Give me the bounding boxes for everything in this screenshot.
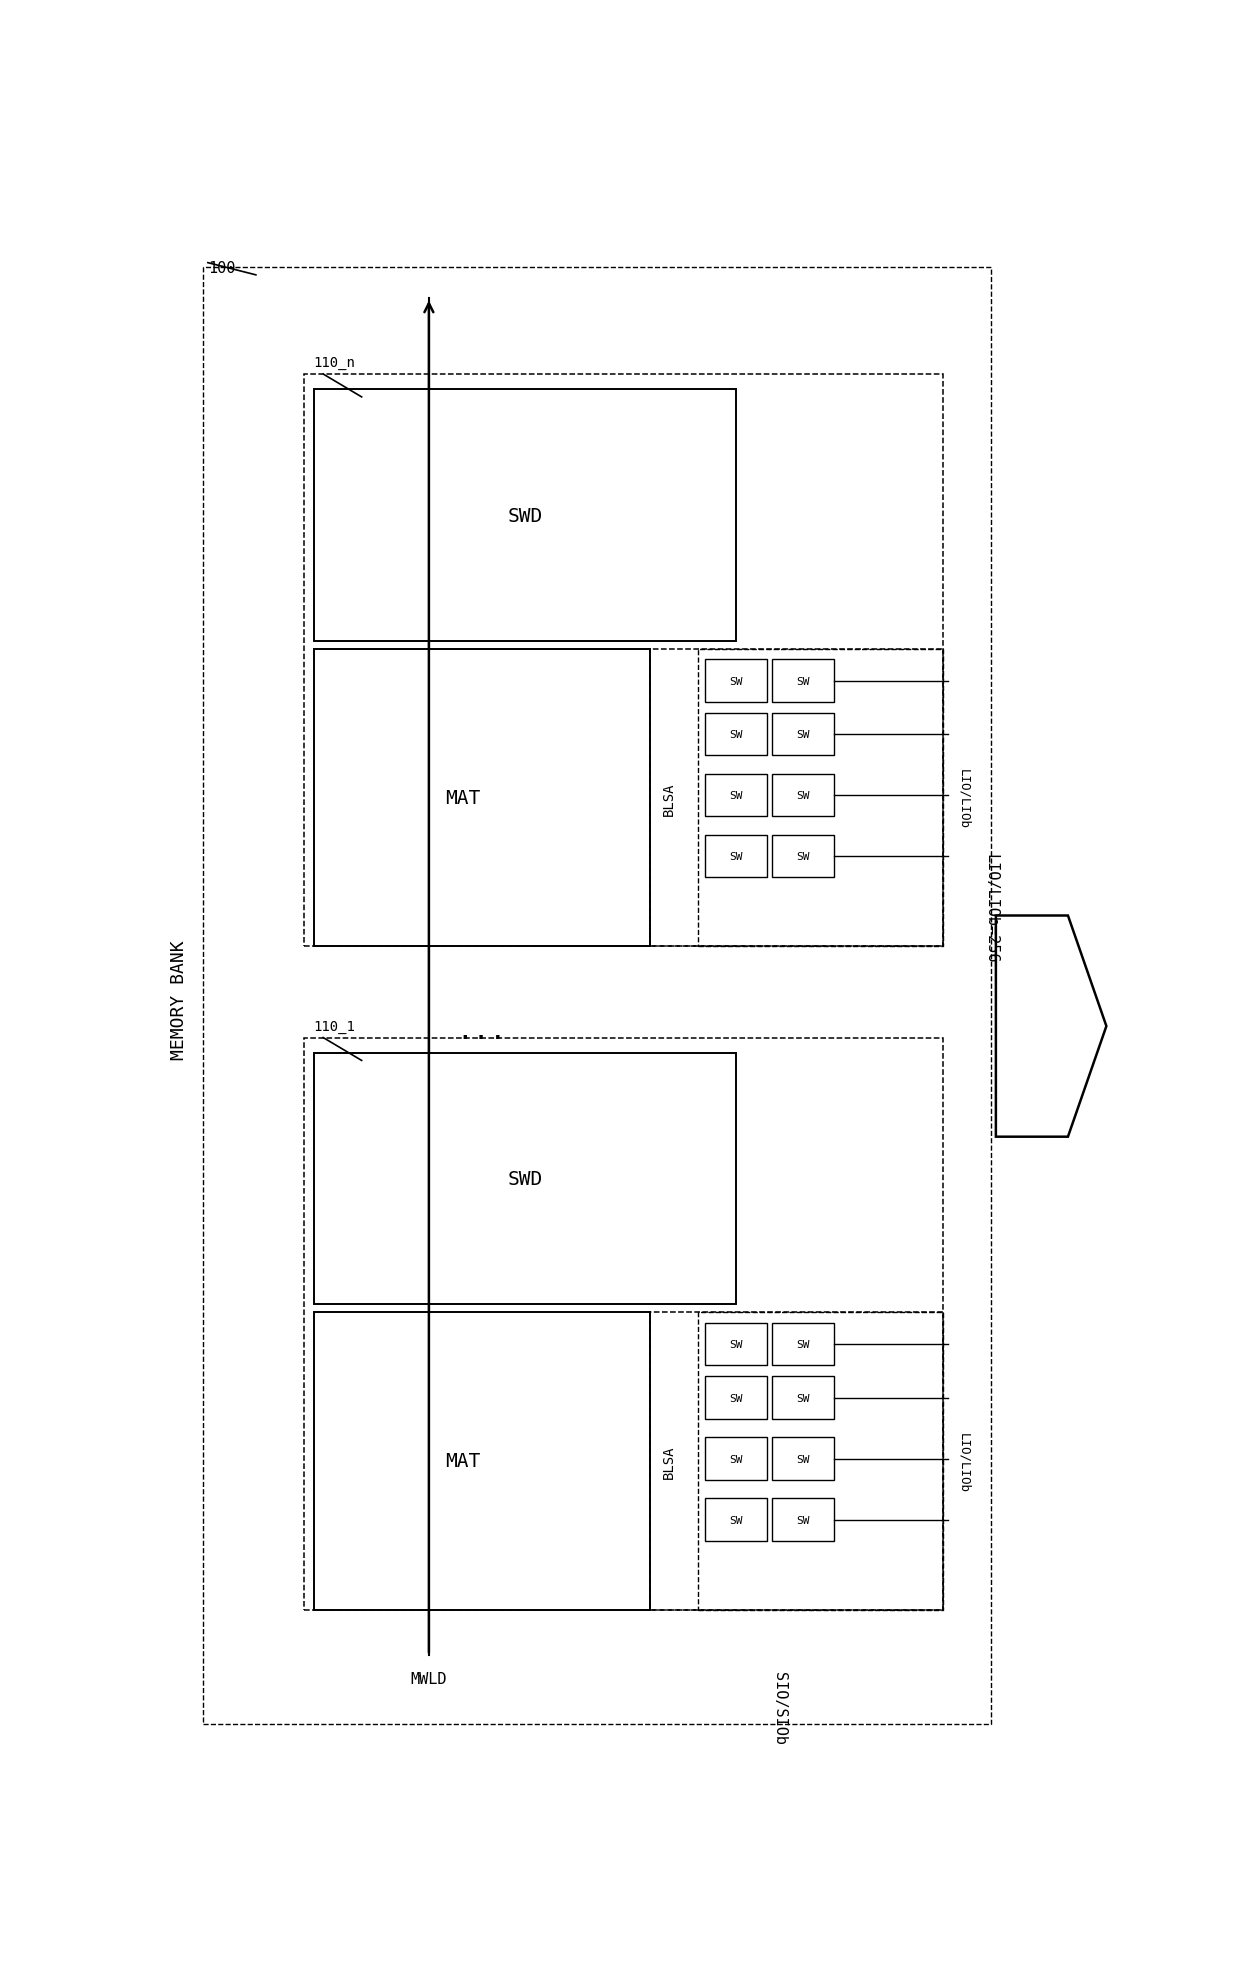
Text: SW: SW [796, 1453, 810, 1463]
Bar [704, 1323, 768, 1366]
Text: SW: SW [796, 729, 810, 741]
Text: SW: SW [796, 851, 810, 861]
Bar [773, 713, 835, 756]
Text: SW: SW [796, 1515, 810, 1525]
Text: SW: SW [729, 1338, 743, 1350]
Text: ...: ... [456, 1016, 507, 1043]
Bar [704, 1437, 768, 1481]
Text: LIO/LIOb: LIO/LIOb [957, 1432, 971, 1491]
Bar [704, 1499, 768, 1540]
Bar [314, 1053, 737, 1305]
Bar [704, 774, 768, 818]
Bar [650, 1313, 942, 1610]
Bar [773, 1323, 835, 1366]
Text: 110_1: 110_1 [314, 1020, 356, 1034]
Text: BLSA: BLSA [662, 1445, 676, 1479]
Bar [704, 1376, 768, 1420]
Bar [314, 1313, 650, 1610]
Text: SW: SW [729, 851, 743, 861]
Text: SW: SW [729, 677, 743, 687]
Bar [773, 659, 835, 703]
Bar [203, 267, 991, 1725]
Text: LIO/LIOb: LIO/LIOb [957, 768, 971, 830]
Bar [704, 659, 768, 703]
Text: SW: SW [796, 1392, 810, 1402]
Text: LIO/LIOb=256: LIO/LIOb=256 [983, 853, 998, 962]
Text: 110_n: 110_n [314, 356, 356, 370]
Bar [650, 649, 942, 946]
Text: MEMORY BANK: MEMORY BANK [170, 940, 188, 1059]
Text: SW: SW [729, 1453, 743, 1463]
Text: SW: SW [729, 729, 743, 741]
Bar [698, 649, 942, 946]
Bar [773, 1437, 835, 1481]
Text: SW: SW [729, 1515, 743, 1525]
Text: SW: SW [796, 790, 810, 800]
Text: SW: SW [729, 1392, 743, 1402]
Bar [773, 1499, 835, 1540]
Text: SIO/SIOb: SIO/SIOb [773, 1671, 787, 1744]
Bar [773, 774, 835, 818]
Bar [314, 390, 737, 642]
Text: SWD: SWD [507, 507, 543, 525]
Bar [698, 1313, 942, 1610]
Text: MAT: MAT [445, 788, 480, 808]
Text: SW: SW [796, 677, 810, 687]
Bar [304, 374, 944, 946]
Text: SW: SW [796, 1338, 810, 1350]
Text: BLSA: BLSA [662, 782, 676, 816]
Bar [704, 836, 768, 877]
Bar [314, 649, 650, 946]
Text: SWD: SWD [507, 1170, 543, 1188]
Text: 100: 100 [208, 261, 236, 275]
Bar [304, 1038, 944, 1610]
Bar [773, 1376, 835, 1420]
Text: MWLD: MWLD [410, 1671, 448, 1685]
Text: SW: SW [729, 790, 743, 800]
Bar [704, 713, 768, 756]
Bar [773, 836, 835, 877]
Text: MAT: MAT [445, 1451, 480, 1471]
